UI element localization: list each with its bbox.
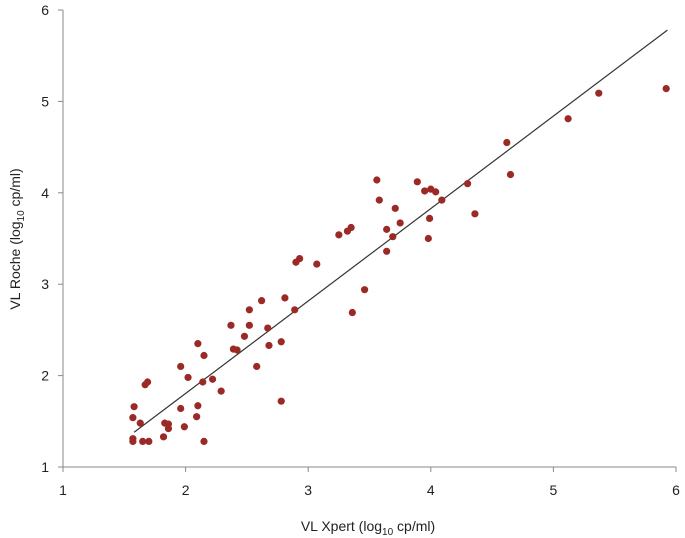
y-tick-label: 3: [41, 276, 49, 292]
data-point: [503, 138, 511, 147]
data-point: [130, 403, 138, 411]
data-point: [265, 341, 273, 350]
data-point: [463, 180, 472, 188]
data-point: [373, 176, 381, 184]
y-tick-label: 1: [41, 459, 49, 475]
data-point: [129, 435, 137, 443]
data-point: [258, 297, 266, 305]
data-point: [432, 188, 440, 196]
data-point: [208, 375, 217, 383]
data-point: [264, 324, 272, 332]
data-point: [193, 413, 201, 421]
regression-line: [133, 29, 668, 433]
data-point: [335, 231, 343, 239]
x-tick-label: 5: [550, 482, 558, 498]
data-point: [177, 404, 185, 413]
data-point: [281, 294, 289, 302]
axes: [58, 9, 677, 472]
data-point: [424, 234, 432, 243]
data-point: [425, 214, 434, 222]
data-point: [200, 351, 208, 360]
data-point: [383, 247, 391, 255]
data-point: [595, 89, 603, 97]
data-point: [662, 85, 670, 93]
data-point: [471, 210, 479, 218]
data-point: [129, 414, 137, 422]
data-point: [199, 378, 207, 386]
data-point: [177, 362, 185, 371]
y-tick-label: 5: [41, 93, 49, 109]
data-point: [240, 332, 249, 340]
data-point: [506, 170, 515, 179]
data-point: [277, 338, 285, 346]
x-tick-label: 4: [427, 482, 435, 498]
data-point: [383, 225, 391, 233]
data-point: [421, 187, 429, 195]
data-point: [145, 437, 153, 446]
data-point: [200, 437, 208, 446]
x-tick-label: 6: [672, 482, 680, 498]
data-point: [360, 286, 369, 294]
data-point: [217, 387, 225, 395]
data-point: [413, 178, 421, 186]
y-tick-label: 4: [41, 185, 49, 201]
data-point: [194, 340, 202, 348]
x-axis-title: VL Xpert (log10 cp/ml): [301, 518, 435, 538]
data-point: [139, 437, 147, 446]
data-point: [159, 433, 168, 441]
data-point: [184, 373, 192, 382]
y-tick-label: 2: [41, 368, 49, 384]
data-point: [296, 255, 304, 263]
data-point: [245, 321, 253, 329]
x-tick-label: 2: [182, 482, 190, 498]
data-point: [348, 308, 356, 317]
data-point: [164, 420, 173, 428]
data-point: [194, 402, 202, 410]
data-point: [391, 204, 399, 212]
data-point: [313, 260, 321, 268]
data-point: [233, 346, 241, 354]
data-points: [129, 85, 670, 446]
data-point: [347, 223, 355, 232]
data-point: [253, 362, 261, 371]
x-tick-label: 1: [59, 482, 67, 498]
data-point: [564, 115, 572, 123]
y-tick-label: 6: [41, 2, 49, 18]
data-point: [375, 196, 383, 204]
regression-line-group: [133, 29, 668, 433]
tick-labels: 1 2 3 4 5 6 1 2 3 4 5 6: [41, 2, 680, 498]
data-point: [389, 233, 397, 241]
y-axis-title: VL Roche (log10 cp/ml): [7, 168, 27, 309]
data-point: [180, 423, 188, 431]
data-point: [291, 306, 299, 314]
data-point: [143, 378, 152, 386]
data-point: [438, 196, 446, 204]
data-point: [396, 219, 404, 227]
x-tick-label: 3: [304, 482, 312, 498]
data-point: [245, 306, 253, 314]
data-point: [277, 397, 285, 405]
data-point: [227, 321, 235, 329]
data-point: [136, 419, 144, 427]
